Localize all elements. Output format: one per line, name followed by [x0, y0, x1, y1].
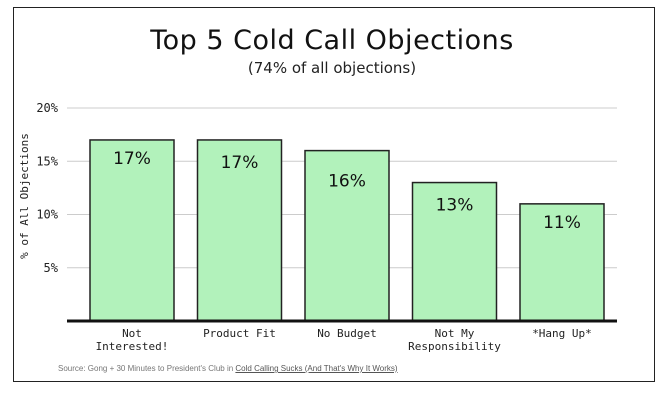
bar-data-label: 11% [543, 213, 581, 233]
x-tick-label: Not Interested! [96, 327, 169, 353]
bars [89, 139, 605, 322]
bar [411, 181, 498, 322]
source-link[interactable]: Cold Calling Sucks (And That's Why It Wo… [235, 364, 398, 373]
bar [519, 203, 605, 322]
bar-data-label: 13% [436, 196, 474, 216]
chart-subtitle: (74% of all objections) [248, 59, 416, 77]
bar [196, 139, 283, 322]
x-tick-label: Not My Responsibility [408, 327, 501, 353]
y-tick-label: 10% [36, 208, 58, 222]
y-tick-label: 5% [44, 261, 59, 275]
x-tick-label: *Hang Up* [532, 327, 592, 340]
source-prefix: Source: Gong + 30 Minutes to President's… [58, 364, 236, 373]
y-tick-label: 20% [36, 101, 58, 115]
chart-title: Top 5 Cold Call Objections [149, 25, 514, 56]
x-tick-label: No Budget [317, 327, 377, 340]
y-axis-ticks: 5% 10% 15% 20% [36, 101, 58, 275]
bar-data-label: 17% [221, 153, 259, 173]
bar [304, 149, 390, 322]
x-tick-label: Product Fit [203, 327, 276, 340]
bar-data-label: 16% [328, 172, 366, 192]
y-axis-label: % of All Objections [18, 133, 31, 259]
bar-data-label: 17% [113, 149, 151, 169]
x-axis-categories: Not Interested! Product Fit No Budget Not My… [96, 327, 592, 353]
data-labels: 17% 17% 16% 13% 11% [113, 149, 581, 233]
source-note: Source: Gong + 30 Minutes to President's… [58, 364, 398, 373]
y-tick-label: 15% [36, 154, 58, 168]
